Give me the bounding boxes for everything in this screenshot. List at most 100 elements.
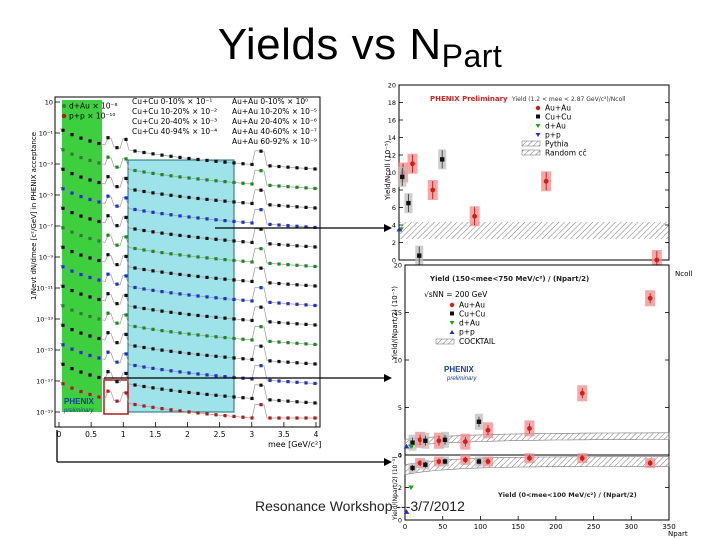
spectrum-point (241, 357, 245, 361)
legend-marker-auau (535, 105, 541, 111)
spectrum-point (151, 347, 155, 351)
spectrum-point (304, 303, 308, 307)
spectrum-point (160, 368, 164, 372)
legend-marker-pp-top (535, 133, 541, 137)
connector-lines (56, 227, 384, 463)
spectrum-point (142, 170, 146, 174)
legend-cucu-40-94: Cu+Cu 40-94% × 10⁻⁴ (132, 127, 217, 136)
spectrum-point (277, 242, 281, 247)
legend-cucu-20-40: Cu+Cu 20-40% × 10⁻³ (132, 117, 217, 126)
spectrum-point (214, 374, 218, 378)
mid-legend-marker-cocktail (435, 338, 455, 345)
spectrum-point (241, 220, 245, 224)
spectrum-point (88, 392, 92, 397)
cocktail-band-mid (404, 432, 670, 447)
spectrum-point (259, 305, 263, 309)
spectrum-point (295, 302, 299, 306)
spectrum-point (250, 377, 254, 381)
spectrum-point (142, 228, 146, 233)
spectrum-point (250, 357, 254, 362)
spectrum-point (250, 182, 254, 186)
spectra-legend: d+Au × 10⁻⁸ p+p × 10⁻¹⁰ Cu+Cu 0-10% × 10… (61, 97, 317, 146)
spectrum-point (313, 206, 317, 210)
spectrum-point (295, 400, 299, 404)
spectrum-point (178, 409, 182, 413)
spectrum-point (88, 275, 92, 280)
spectrum-point (250, 240, 254, 245)
spectrum-point (205, 158, 209, 162)
spectra-y-tick-label: 10⁻⁵ (39, 192, 54, 200)
spectrum-point (169, 330, 173, 334)
legend-cucu-10-20: Cu+Cu 10-20% × 10⁻² (132, 107, 217, 116)
spectrum-point (187, 273, 191, 278)
spectrum-point (268, 378, 272, 382)
spectrum-point (268, 183, 272, 187)
spectrum-point (241, 240, 245, 244)
spectrum-point (187, 156, 191, 161)
y-tick-label: 0 (392, 257, 396, 265)
y-tick-label: 4 (398, 452, 402, 460)
spectrum-point (106, 175, 110, 179)
spectrum-point (241, 337, 245, 341)
spectrum-point (151, 308, 155, 312)
spectrum-point (124, 196, 128, 200)
spectrum-point (97, 297, 101, 302)
spectrum-point (70, 289, 74, 293)
spectrum-point (205, 334, 209, 338)
spectra-y-tick-label: 10⁻³ (39, 161, 54, 169)
top-legend-auau: Au+Au (545, 104, 571, 113)
legend-marker-dau (61, 103, 67, 109)
cucu-point (476, 419, 482, 424)
spectrum-point (205, 295, 209, 299)
spectrum-point (187, 410, 191, 414)
spectrum-point (268, 203, 272, 207)
spectrum-point (313, 264, 317, 269)
spectrum-point (97, 161, 101, 165)
spectrum-point (196, 391, 200, 396)
spectra-y-tick-label: 10⁻¹¹ (36, 285, 53, 293)
spectrum-point (79, 194, 83, 199)
spectrum-point (304, 416, 308, 420)
spectrum-point (115, 243, 119, 247)
spectrum-point (160, 407, 164, 411)
spectrum-point (178, 292, 182, 296)
spectrum-point (133, 383, 137, 387)
spectrum-point (79, 253, 83, 257)
spectrum-point (160, 251, 164, 255)
x-tick-label: 150 (511, 523, 524, 531)
spectrum-point (133, 285, 137, 290)
spectrum-point (88, 178, 92, 182)
auau-point (472, 213, 477, 219)
spectrum-point (268, 416, 272, 420)
spectrum-point (232, 219, 236, 224)
spectrum-point (106, 194, 110, 198)
panel-mid-logo-sub: preliminary (446, 376, 477, 382)
spectra-y-label: 1/Nevt dN/dmee [c²/GeV] in PHENIX accept… (30, 132, 38, 300)
spectrum-point (178, 155, 182, 160)
spectrum-point (232, 317, 236, 321)
spectrum-point (187, 293, 191, 297)
spectrum-point (286, 416, 290, 420)
spectrum-point (142, 267, 146, 272)
spectrum-point (295, 263, 299, 267)
spectrum-point (106, 370, 110, 374)
spectrum-point (79, 233, 83, 238)
spectrum-point (196, 411, 200, 415)
auau-point (417, 460, 423, 466)
spectrum-point (313, 186, 317, 191)
spectrum-point (124, 371, 128, 376)
spectrum-point (115, 341, 119, 345)
spectrum-point (115, 146, 119, 150)
cucu-point (423, 438, 428, 443)
spectrum-point (205, 178, 209, 182)
spectrum-point (268, 398, 272, 402)
spectrum-point (286, 185, 290, 189)
spectrum-point (259, 383, 263, 387)
spectrum-point (277, 301, 281, 305)
spectra-x-tick-label: 0 (57, 430, 62, 439)
spectrum-point (250, 318, 254, 323)
legend-auau-60-92: Au+Au 60-92% × 10⁻⁹ (232, 137, 317, 146)
spectrum-point (196, 294, 200, 298)
